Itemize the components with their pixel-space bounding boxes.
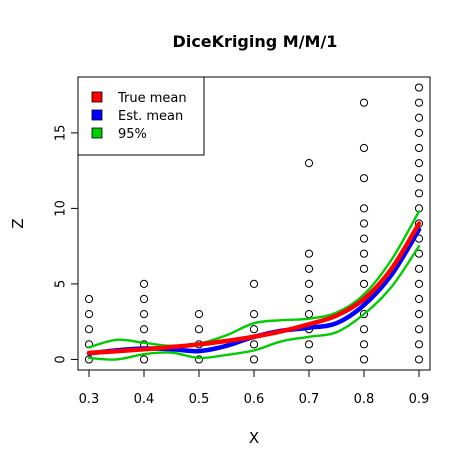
data-point	[359, 174, 369, 183]
data-point	[414, 294, 424, 304]
data-point	[414, 310, 424, 319]
y-tick-label: 0	[54, 355, 69, 363]
data-point	[304, 355, 314, 364]
data-point	[194, 325, 204, 334]
data-point	[414, 113, 424, 122]
data-point	[359, 264, 369, 273]
x-tick-label: 0.3	[79, 392, 100, 407]
data-point	[414, 264, 424, 273]
y-tick-label: 10	[54, 200, 69, 217]
data-point	[359, 355, 369, 364]
data-point	[304, 294, 314, 304]
ci-upper-line	[87, 210, 421, 349]
data-point	[84, 310, 94, 319]
data-point	[359, 310, 369, 319]
data-point	[414, 98, 424, 107]
legend-label: Est. mean	[118, 109, 183, 124]
data-point	[359, 249, 369, 258]
x-tick-label: 0.8	[354, 392, 375, 407]
data-point	[139, 310, 149, 319]
data-point	[414, 355, 424, 364]
data-point	[414, 174, 424, 183]
data-point	[414, 83, 424, 92]
data-point	[304, 264, 314, 273]
data-point	[249, 310, 259, 319]
data-point	[359, 98, 369, 107]
data-point	[359, 219, 369, 228]
true-mean-line	[86, 221, 422, 356]
data-point	[414, 189, 424, 198]
data-point	[139, 325, 149, 334]
data-point	[304, 279, 314, 289]
legend-swatch	[91, 127, 103, 139]
data-point	[359, 325, 369, 334]
legend-label: 95%	[118, 127, 147, 142]
data-point	[359, 279, 369, 289]
x-tick-label: 0.6	[244, 392, 265, 407]
data-point	[194, 355, 204, 364]
x-tick-label: 0.7	[299, 392, 320, 407]
data-point	[414, 340, 424, 349]
legend-swatch	[91, 109, 103, 121]
data-layer	[84, 83, 424, 364]
y-tick-label: 15	[54, 125, 69, 142]
data-point	[84, 355, 94, 364]
legend-swatch	[91, 91, 103, 103]
data-point	[359, 234, 369, 243]
y-tick-label: 5	[54, 280, 69, 288]
data-point	[304, 310, 314, 319]
data-point	[414, 325, 424, 334]
data-point	[194, 310, 204, 319]
legend: True mean Est. mean 95%	[77, 76, 205, 156]
data-point	[249, 325, 259, 334]
x-tick-label: 0.5	[189, 392, 210, 407]
data-point	[414, 128, 424, 137]
chart-title: DiceKriging M/M/1	[173, 32, 338, 51]
x-axis-label: X	[249, 429, 259, 447]
data-point	[304, 249, 314, 258]
data-point	[304, 158, 314, 168]
x-tick-label: 0.4	[134, 392, 155, 407]
legend-label: True mean	[117, 91, 187, 106]
data-point	[139, 355, 149, 364]
data-point	[414, 279, 424, 289]
data-point	[139, 279, 149, 289]
x-tick-label: 0.9	[409, 392, 430, 407]
data-point	[359, 143, 369, 153]
data-point	[249, 355, 259, 364]
data-point	[359, 204, 369, 213]
axes: 0.3 0.4 0.5 0.6 0.7 0.8 0.9 0 5 10 15	[54, 125, 430, 407]
data-point	[414, 158, 424, 168]
data-point	[249, 279, 259, 289]
data-point	[414, 143, 424, 153]
data-point	[84, 325, 94, 334]
data-point	[304, 340, 314, 349]
ci-lower-line	[87, 244, 421, 361]
data-point	[359, 340, 369, 349]
data-point	[139, 294, 149, 304]
data-point	[84, 294, 94, 304]
y-axis-label: Z	[9, 218, 27, 228]
data-point	[249, 340, 259, 349]
